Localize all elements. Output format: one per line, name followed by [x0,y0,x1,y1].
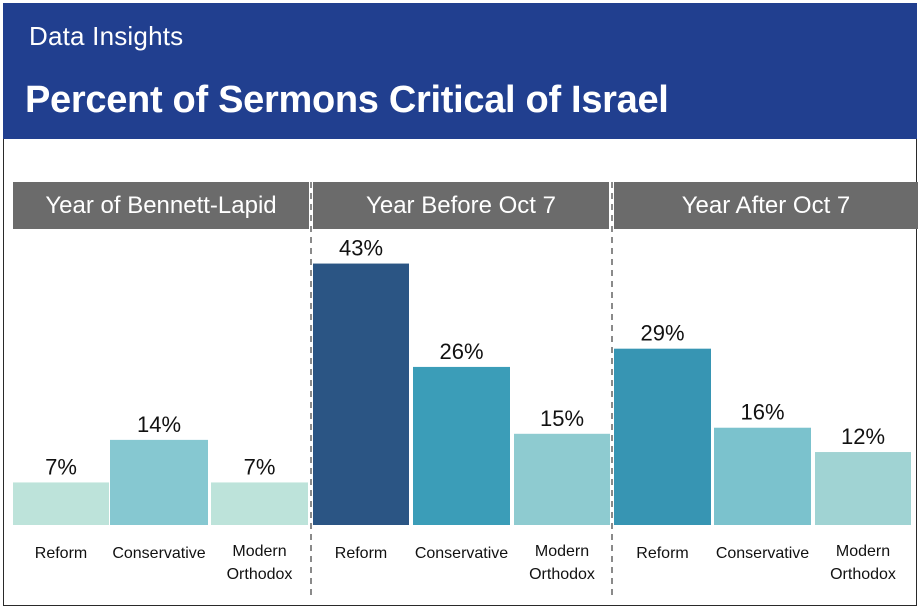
panel-title: Year Before Oct 7 [366,192,556,219]
data-label: 14% [137,412,181,437]
bar [614,348,711,525]
bar [514,433,610,525]
data-label: 7% [45,454,77,479]
category-label: Orthodox [830,566,896,583]
panel-title: Year of Bennett-Lapid [45,192,276,219]
header-banner: Data Insights Percent of Sermons Critica… [3,3,917,139]
panel-title: Year After Oct 7 [682,192,851,219]
bar [110,439,208,525]
bar [714,427,811,525]
panel-header [313,182,609,229]
data-label: 16% [740,400,784,425]
chart-title: Percent of Sermons Critical of Israel [25,79,669,121]
category-label: Reform [335,545,387,562]
category-label: Reform [35,545,87,562]
data-label: 15% [540,406,584,431]
data-label: 12% [841,424,885,449]
panel-header [13,182,309,229]
bar [815,452,911,525]
category-label: Reform [636,545,688,562]
category-label: Conservative [716,545,809,562]
category-label: Conservative [112,545,205,562]
category-label: Modern [535,543,589,560]
bar [413,366,510,525]
category-label: Orthodox [227,566,293,583]
category-label: Conservative [415,545,508,562]
header-kicker: Data Insights [29,21,184,51]
data-label: 26% [439,339,483,364]
category-label: Modern [232,543,286,560]
data-label: 43% [339,236,383,261]
category-label: Orthodox [529,566,595,583]
data-label: 7% [244,454,276,479]
panel-header [614,182,918,229]
bar [13,482,109,525]
bar [211,482,308,525]
bar [313,263,409,525]
category-label: Modern [836,543,890,560]
data-label: 29% [640,321,684,346]
